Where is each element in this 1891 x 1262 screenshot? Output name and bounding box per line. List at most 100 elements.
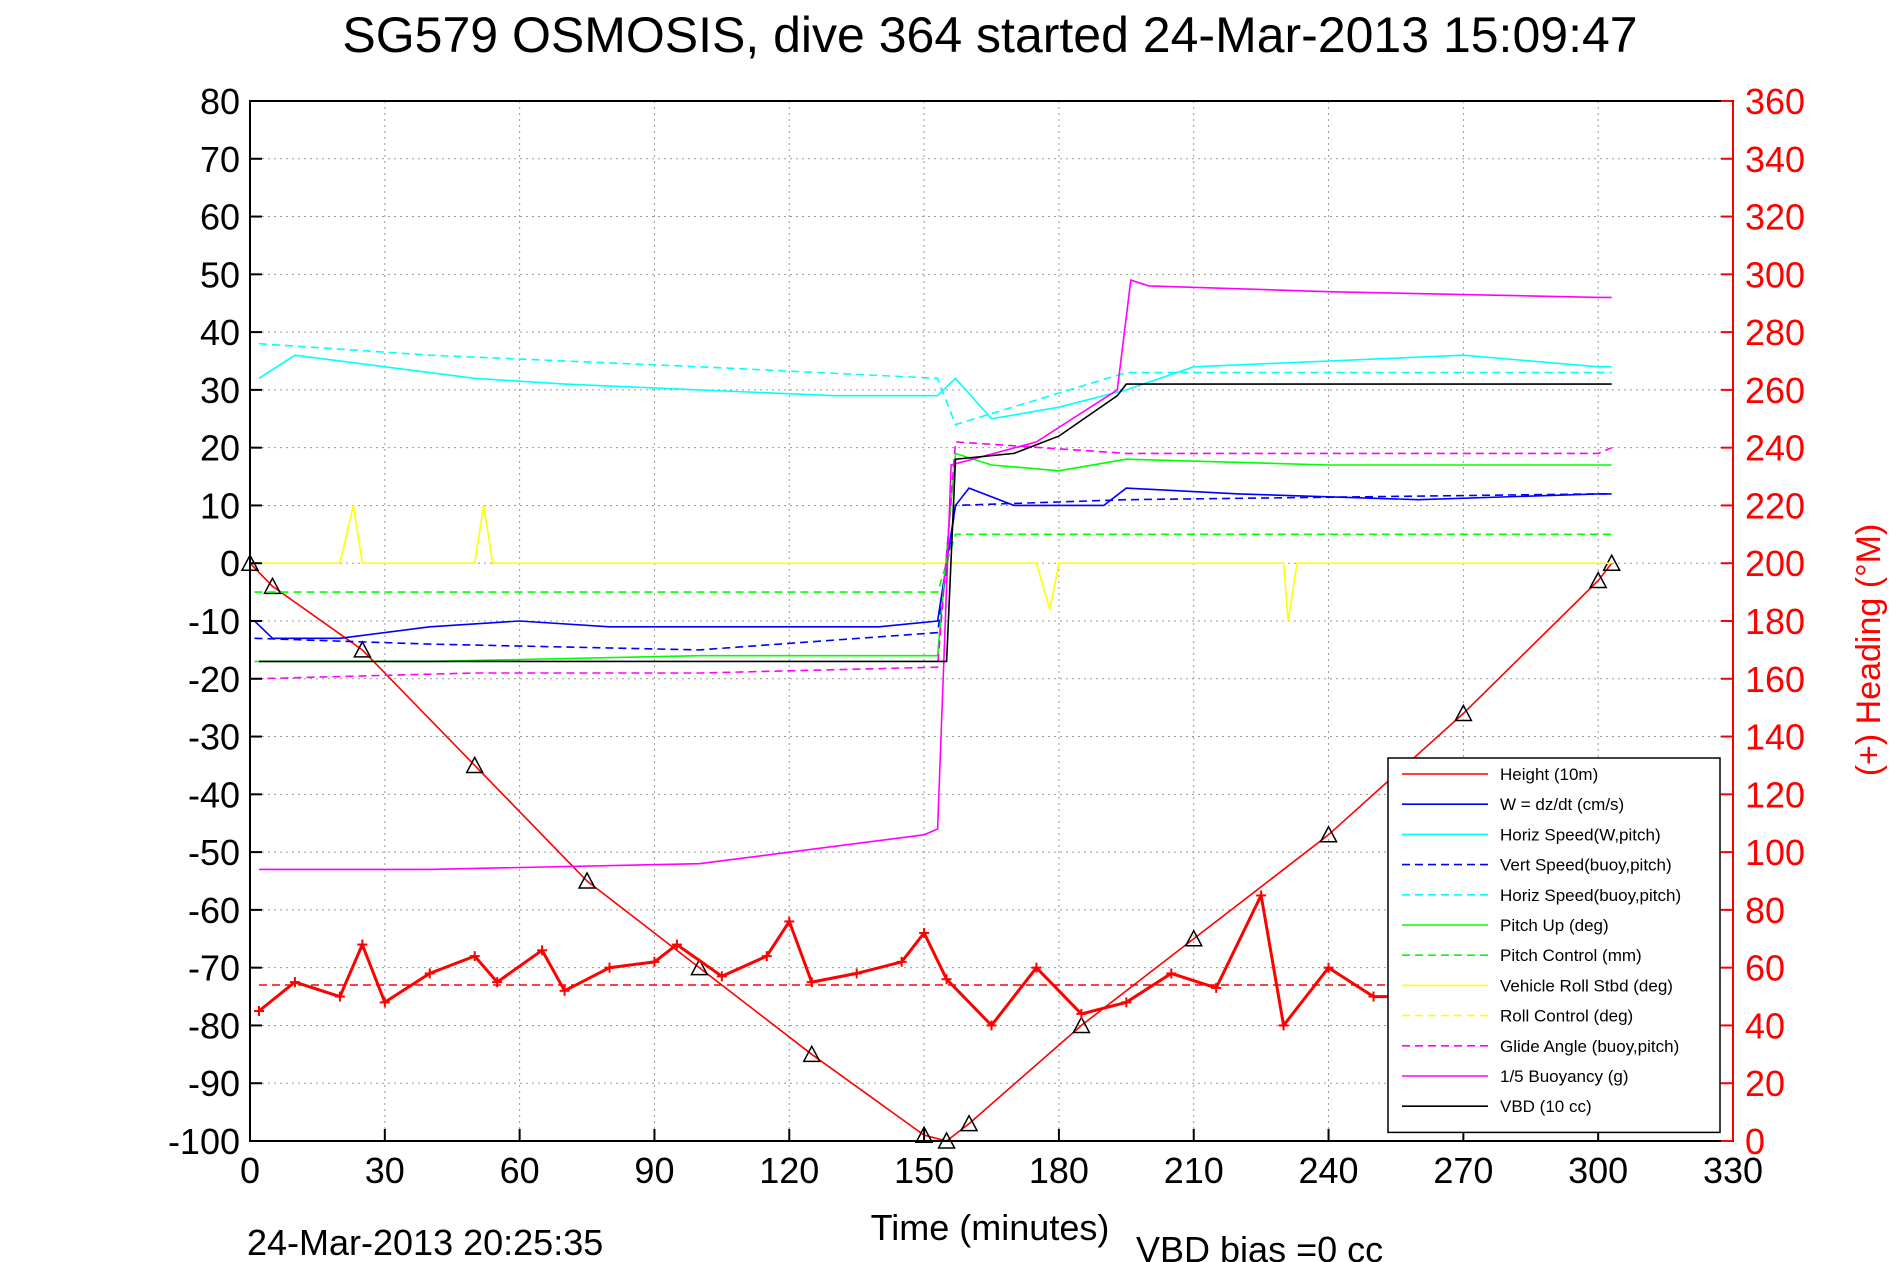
heading-point-6 [469,951,480,962]
y2-tick-label-3: 60 [1745,948,1785,989]
y2-axis-label: (+) Heading (°M) [1850,524,1888,777]
y2-tick-label-0: 0 [1745,1121,1765,1162]
heading-point-0 [253,1006,264,1016]
height-marker-13 [1454,703,1473,722]
y2-tick-label-13: 260 [1745,370,1805,411]
y-tick-label-1: -90 [188,1063,240,1104]
x-tick-label-2: 60 [500,1150,540,1191]
heading-point-19 [919,928,930,938]
series-horiz [258,354,1612,420]
series-layer [240,279,1621,1149]
legend-label-vert_buoy: Vert Speed(buoy,pitch) [1500,856,1672,875]
y-tick-label-12: 20 [200,428,240,469]
heading-point-20 [941,974,952,985]
height-marker-5 [690,958,709,976]
height-marker-12 [1319,825,1338,843]
heading-point-13 [716,971,727,982]
y-tick-label-17: 70 [200,139,240,180]
series-vert_buoy [254,493,1612,651]
heading-point-29 [1323,962,1334,973]
y-tick-label-2: -80 [188,1005,240,1046]
heading-point-2 [334,991,345,1002]
y2-tick-label-12: 240 [1745,428,1805,469]
y2-tick-label-16: 320 [1745,197,1805,238]
heading-point-23 [1076,1008,1087,1019]
heading-point-15 [784,916,795,927]
footer-timestamp: 24-Mar-2013 20:25:35 [247,1222,603,1262]
legend-label-vbd: VBD (10 cc) [1500,1097,1592,1116]
y2-tick-label-4: 80 [1745,890,1785,931]
y2-axis-ticks: 0 20 40 60 80 100 120 140 160 180 200 220 240 260 280 3… [1721,81,1805,1162]
heading-point-22 [1031,962,1042,973]
heading-point-5 [424,968,435,979]
heading-point-17 [851,968,862,979]
footer-vbd-bias: VBD bias =0 cc [1136,1229,1383,1262]
legend-label-buoy: 1/5 Buoyancy (g) [1500,1067,1629,1086]
heading-point-12 [671,939,682,950]
height-marker-1 [263,576,282,595]
series-heading [258,890,1419,1029]
x-tick-label-5: 150 [894,1150,954,1191]
legend: Height (10m) W = dz/dt (cm/s) Horiz Speed(… [1387,757,1721,1134]
heading-point-4 [379,997,390,1008]
legend-box [1387,757,1721,1134]
y-tick-label-8: -20 [188,659,240,700]
series-buoy [259,279,1612,871]
series-pitch [254,452,1612,663]
chart-title: SG579 OSMOSIS, dive 364 started 24-Mar-2… [342,7,1637,63]
y-tick-label-18: 80 [200,81,240,122]
heading-point-18 [896,956,907,967]
y2-tick-label-2: 40 [1745,1005,1785,1046]
y2-tick-label-15: 300 [1745,254,1805,295]
x-tick-label-6: 180 [1029,1150,1089,1191]
y-tick-label-15: 50 [200,254,240,295]
legend-label-pitch: Pitch Up (deg) [1500,916,1609,935]
height-marker-6 [802,1044,821,1063]
heading-point-27 [1256,890,1267,901]
series-roll [254,505,1612,622]
legend-label-horiz_buoy: Horiz Speed(buoy,pitch) [1500,886,1681,905]
y2-tick-label-11: 220 [1745,485,1805,526]
y-tick-label-5: -50 [188,832,240,873]
height-marker-4 [577,871,597,889]
heading-point-28 [1278,1020,1289,1031]
y2-tick-label-1: 20 [1745,1063,1785,1104]
series-vbd [259,383,1612,663]
x-tick-label-4: 120 [759,1150,819,1191]
x-axis-ticks: 0 30 60 90 120 150 180 210 240 270 300 330 [240,1129,1763,1191]
y2-tick-label-17: 340 [1745,139,1805,180]
y-tick-label-16: 60 [200,197,240,238]
height-marker-3 [465,755,484,774]
y-tick-label-13: 30 [200,370,240,411]
legend-label-pitch_ctrl: Pitch Control (mm) [1500,946,1642,965]
y-tick-label-3: -70 [188,948,240,989]
heading-point-10 [604,962,615,973]
legend-label-w: W = dz/dt (cm/s) [1500,795,1624,814]
heading-point-21 [986,1020,997,1031]
y-axis-ticks: -100-90-80-70-60-50-40-30-20-10010203040… [168,81,262,1162]
y2-tick-label-8: 160 [1745,659,1805,700]
height-marker-10 [1072,1015,1091,1034]
y-tick-label-6: -40 [188,774,240,815]
heading-point-1 [289,977,300,988]
x-tick-label-1: 30 [365,1150,405,1191]
x-axis-label: Time (minutes) [871,1207,1110,1248]
series-horiz_buoy [258,342,1612,426]
height-marker-9 [959,1114,979,1132]
series-pitch_ctrl [254,533,1612,593]
legend-label-horiz: Horiz Speed(W,pitch) [1500,825,1661,844]
heading-point-25 [1166,968,1177,979]
series-glide [254,441,1613,680]
heading-point-24 [1121,997,1132,1008]
legend-label-roll_ctrl: Roll Control (deg) [1500,1007,1633,1026]
legend-label-roll: Vehicle Roll Stbd (deg) [1500,976,1673,995]
y2-tick-label-9: 180 [1745,601,1805,642]
x-tick-label-7: 210 [1164,1150,1224,1191]
heading-point-26 [1211,982,1222,993]
series-w [253,487,1612,640]
x-tick-label-11: 330 [1703,1150,1763,1191]
y-tick-label-10: 0 [220,543,240,584]
heading-point-8 [537,945,548,956]
